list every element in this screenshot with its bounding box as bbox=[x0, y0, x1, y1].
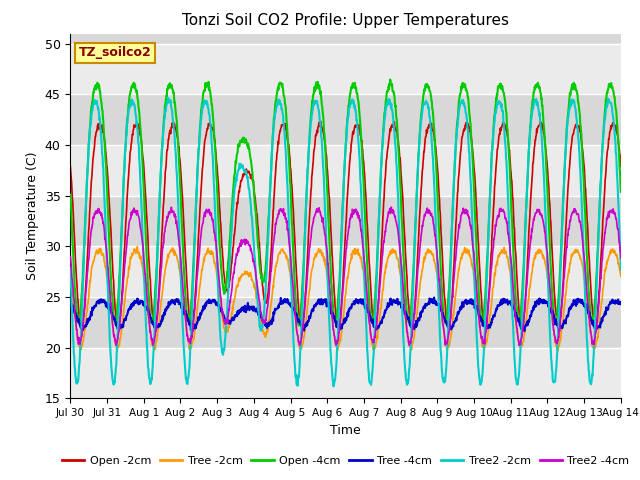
Bar bbox=[70, 44, 621, 95]
Legend: Open -2cm, Tree -2cm, Open -4cm, Tree -4cm, Tree2 -2cm, Tree2 -4cm: Open -2cm, Tree -2cm, Open -4cm, Tree -4… bbox=[58, 451, 634, 470]
Bar bbox=[70, 145, 621, 196]
Text: TZ_soilco2: TZ_soilco2 bbox=[79, 47, 152, 60]
X-axis label: Time: Time bbox=[330, 424, 361, 437]
Title: Tonzi Soil CO2 Profile: Upper Temperatures: Tonzi Soil CO2 Profile: Upper Temperatur… bbox=[182, 13, 509, 28]
Bar bbox=[70, 348, 621, 398]
Bar bbox=[70, 246, 621, 297]
Y-axis label: Soil Temperature (C): Soil Temperature (C) bbox=[26, 152, 39, 280]
